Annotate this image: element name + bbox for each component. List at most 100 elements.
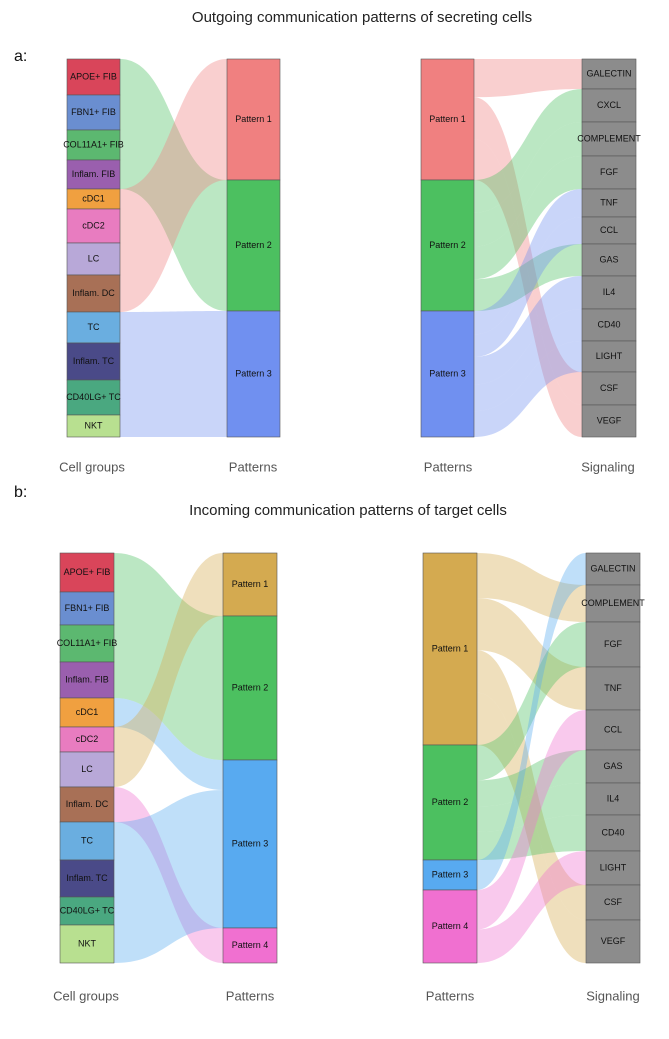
- cell-groups-label: COL11A1+ FIB: [57, 638, 118, 648]
- cell-groups-box: [66, 379, 121, 416]
- patterns-left-label: Pattern 1: [232, 579, 269, 589]
- axis-label: Patterns: [426, 988, 475, 1003]
- flow-ribbon: [477, 553, 586, 622]
- cell-groups-box: [59, 624, 115, 663]
- cell-groups-label: cDC2: [82, 220, 105, 230]
- signaling-label: COMPLEMENT: [581, 598, 645, 608]
- cell-groups-box: [59, 726, 115, 753]
- signaling-label: CD40: [601, 827, 624, 837]
- signaling-box: [585, 884, 641, 921]
- cell-groups-label: Inflam. TC: [73, 356, 115, 366]
- flow-ribbon: [120, 59, 227, 311]
- signaling-box: [581, 216, 637, 245]
- axis-label: Signaling: [581, 459, 635, 474]
- flow-ribbon: [477, 650, 586, 920]
- cell-groups-box: [59, 859, 115, 898]
- patterns-left-box: [226, 58, 281, 181]
- signaling-label: GALECTIN: [586, 68, 631, 78]
- signaling-label: VEGF: [601, 936, 626, 946]
- panel-title: Outgoing communication patterns of secre…: [192, 9, 532, 26]
- patterns-left-box: [222, 552, 278, 617]
- flow-ribbon: [477, 783, 586, 832]
- flow-ribbon: [477, 710, 586, 930]
- signaling-label: VEGF: [597, 415, 622, 425]
- cell-groups-label: Inflam. TC: [66, 873, 108, 883]
- flow-ribbon: [474, 122, 582, 247]
- cell-groups-label: APOE+ FIB: [70, 71, 117, 81]
- cell-groups-label: Inflam. FIB: [72, 169, 116, 179]
- flow-ribbon: [120, 59, 227, 312]
- cell-groups-box: [59, 697, 115, 728]
- flow-ribbon: [114, 790, 223, 963]
- cell-groups-label: cDC1: [76, 707, 99, 717]
- patterns-left-label: Pattern 2: [235, 240, 272, 250]
- flow-ribbon: [114, 698, 223, 790]
- flow-ribbon: [477, 851, 586, 963]
- signaling-box: [585, 552, 641, 586]
- cell-groups-box: [66, 94, 121, 131]
- signaling-box: [585, 666, 641, 711]
- patterns-left-box: [222, 759, 278, 929]
- cell-groups-label: cDC2: [76, 734, 99, 744]
- axis-label: Patterns: [226, 988, 275, 1003]
- flow-ribbon: [474, 217, 582, 357]
- cell-groups-box: [66, 342, 121, 381]
- patterns-left-box: [226, 179, 281, 312]
- signaling-box: [581, 275, 637, 310]
- signaling-box: [581, 155, 637, 190]
- flow-ribbon: [477, 750, 586, 807]
- flow-ribbon: [114, 787, 223, 963]
- signaling-label: GAS: [599, 254, 618, 264]
- patterns-right-box: [420, 58, 475, 181]
- flow-ribbon: [474, 89, 582, 213]
- cell-groups-label: Inflam. FIB: [65, 674, 109, 684]
- cell-groups-label: APOE+ FIB: [64, 567, 111, 577]
- patterns-left-label: Pattern 2: [232, 682, 269, 692]
- cell-groups-box: [66, 274, 121, 313]
- signaling-box: [581, 121, 637, 157]
- cell-groups-box: [66, 208, 121, 244]
- signaling-box: [581, 243, 637, 277]
- signaling-label: TNF: [604, 683, 622, 693]
- patterns-left-label: Pattern 4: [232, 940, 269, 950]
- patterns-left-box: [222, 927, 278, 964]
- cell-groups-label: Inflam. DC: [72, 288, 115, 298]
- flow-ribbon: [114, 553, 223, 760]
- signaling-box: [585, 814, 641, 852]
- cell-groups-label: FBN1+ FIB: [71, 107, 116, 117]
- patterns-right-label: Pattern 2: [432, 797, 469, 807]
- signaling-box: [585, 749, 641, 784]
- signaling-label: COMPLEMENT: [577, 133, 641, 143]
- patterns-left-label: Pattern 3: [235, 368, 272, 378]
- patterns-left-box: [222, 615, 278, 761]
- patterns-right-box: [420, 310, 475, 438]
- cell-groups-label: FBN1+ FIB: [65, 603, 110, 613]
- signaling-label: CCL: [600, 225, 618, 235]
- axis-label: Signaling: [586, 988, 640, 1003]
- signaling-label: LIGHT: [600, 862, 627, 872]
- signaling-box: [581, 340, 637, 373]
- cell-groups-box: [59, 786, 115, 823]
- signaling-label: IL4: [603, 287, 616, 297]
- signaling-box: [581, 308, 637, 342]
- cell-groups-label: CD40LG+ TC: [66, 392, 121, 402]
- cell-groups-label: Inflam. DC: [66, 799, 109, 809]
- signaling-label: CSF: [600, 383, 619, 393]
- signaling-label: GALECTIN: [590, 563, 635, 573]
- flow-ribbon: [474, 276, 582, 385]
- cell-groups-box: [59, 591, 115, 626]
- cell-groups-label: cDC1: [82, 193, 105, 203]
- patterns-left-label: Pattern 1: [235, 114, 272, 124]
- cell-groups-box: [59, 924, 115, 964]
- signaling-label: CXCL: [597, 100, 621, 110]
- signaling-box: [581, 188, 637, 218]
- signaling-box: [585, 919, 641, 964]
- cell-groups-label: COL11A1+ FIB: [63, 139, 124, 149]
- cell-groups-box: [66, 129, 121, 161]
- flow-ribbon: [477, 692, 586, 963]
- cell-groups-box: [66, 159, 121, 190]
- flow-ribbon: [474, 59, 582, 98]
- panel-tag: b:: [14, 484, 27, 501]
- flow-ribbon: [477, 597, 586, 710]
- signaling-box: [585, 709, 641, 751]
